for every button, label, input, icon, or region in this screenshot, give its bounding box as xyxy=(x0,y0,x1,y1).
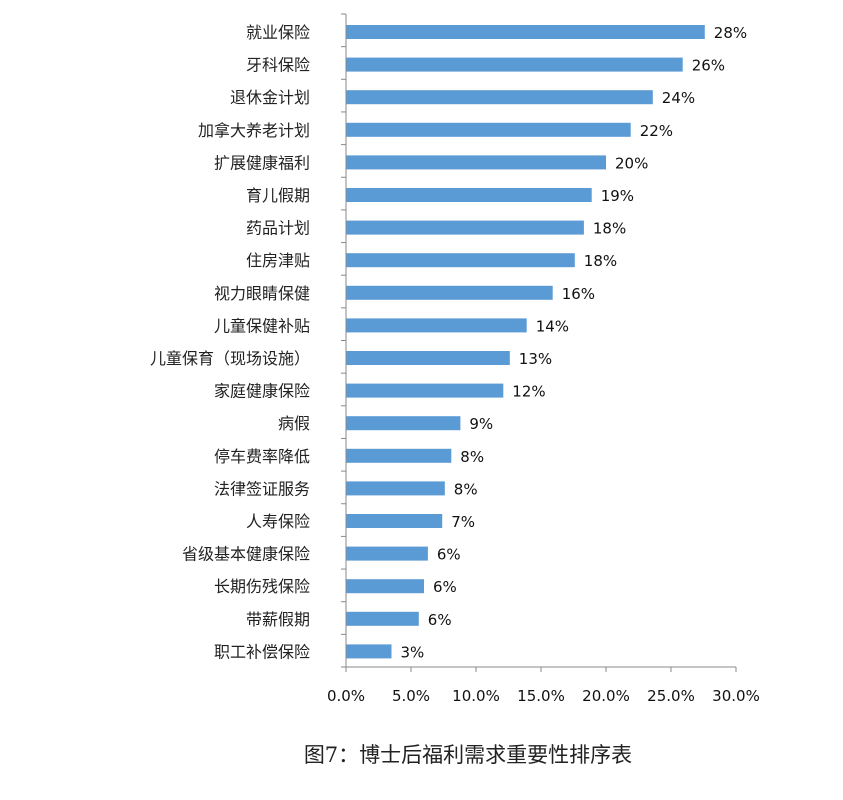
axes xyxy=(345,14,736,668)
bar xyxy=(346,253,575,268)
bar xyxy=(346,155,606,170)
value-label: 28% xyxy=(714,24,747,42)
category-label: 视力眼睛保健 xyxy=(214,284,310,303)
bar xyxy=(346,285,553,300)
category-label: 育儿假期 xyxy=(246,186,310,205)
category-label: 长期伤残保险 xyxy=(214,577,310,596)
bar xyxy=(346,25,705,39)
bar xyxy=(346,514,443,528)
x-tick-label: 10.0% xyxy=(452,687,500,705)
value-label: 6% xyxy=(433,578,457,596)
x-tick-label: 20.0% xyxy=(582,687,630,705)
category-label: 药品计划 xyxy=(246,219,310,238)
bar xyxy=(346,579,424,594)
value-label: 22% xyxy=(640,122,673,140)
value-label: 16% xyxy=(562,285,595,303)
value-label: 12% xyxy=(512,383,545,401)
value-label: 9% xyxy=(469,415,493,433)
bar xyxy=(346,383,504,398)
figure-caption: 图7：博士后福利需求重要性排序表 xyxy=(304,743,632,767)
bar xyxy=(346,481,445,496)
value-label: 6% xyxy=(437,546,461,564)
category-label: 住房津贴 xyxy=(246,251,310,270)
category-label: 人寿保险 xyxy=(246,512,310,531)
bar xyxy=(346,318,527,333)
bar xyxy=(346,90,653,105)
bar xyxy=(346,448,452,463)
x-tick-label: 0.0% xyxy=(327,687,365,705)
bar xyxy=(346,611,419,626)
value-label: 14% xyxy=(536,317,569,335)
category-label: 扩展健康福利 xyxy=(214,153,310,172)
x-tick-label: 30.0% xyxy=(712,687,760,705)
x-tick-label: 5.0% xyxy=(392,687,430,705)
category-label: 家庭健康保险 xyxy=(214,382,310,401)
bars xyxy=(346,25,705,659)
category-label: 病假 xyxy=(278,414,310,433)
value-label: 6% xyxy=(428,611,452,629)
category-label: 带薪假期 xyxy=(246,610,310,629)
bar xyxy=(346,546,428,561)
bar xyxy=(346,416,461,431)
category-label: 省级基本健康保险 xyxy=(182,545,310,564)
value-label: 18% xyxy=(593,220,626,238)
category-label: 退休金计划 xyxy=(230,88,310,107)
bar xyxy=(346,644,392,659)
value-label: 13% xyxy=(519,350,552,368)
category-label: 职工补偿保险 xyxy=(214,642,310,661)
bar xyxy=(346,220,584,235)
value-label: 19% xyxy=(601,187,634,205)
x-axis-ticks: 0.0% 5.0% 10.0% 15.0% 20.0% 25.0% 30.0% xyxy=(327,13,760,705)
category-label: 加拿大养老计划 xyxy=(198,121,310,140)
category-labels: 就业保险牙科保险退休金计划加拿大养老计划扩展健康福利育儿假期药品计划住房津贴视力… xyxy=(150,23,310,661)
x-tick-label: 25.0% xyxy=(647,687,695,705)
category-label: 儿童保育（现场设施） xyxy=(150,349,310,368)
value-label: 8% xyxy=(454,480,478,498)
value-label: 20% xyxy=(615,154,648,172)
value-label: 7% xyxy=(451,513,475,531)
x-tick-label: 15.0% xyxy=(517,687,565,705)
category-label: 儿童保健补贴 xyxy=(214,316,310,335)
value-label: 24% xyxy=(662,89,695,107)
category-label: 就业保险 xyxy=(246,23,310,42)
bar xyxy=(346,57,683,72)
category-label: 法律签证服务 xyxy=(214,479,310,498)
value-labels: 28% 26% 24% 22% 20% 19% 18% 18% 16% 14% 13% 12% 9% 8%… xyxy=(401,24,748,661)
category-label: 牙科保险 xyxy=(246,56,310,75)
bar xyxy=(346,188,592,202)
value-label: 3% xyxy=(401,643,425,661)
bar xyxy=(346,122,631,137)
category-label: 停车费率降低 xyxy=(214,447,310,466)
value-label: 18% xyxy=(584,252,617,270)
value-label: 26% xyxy=(692,57,725,75)
value-label: 8% xyxy=(460,448,484,466)
bar xyxy=(346,351,510,365)
